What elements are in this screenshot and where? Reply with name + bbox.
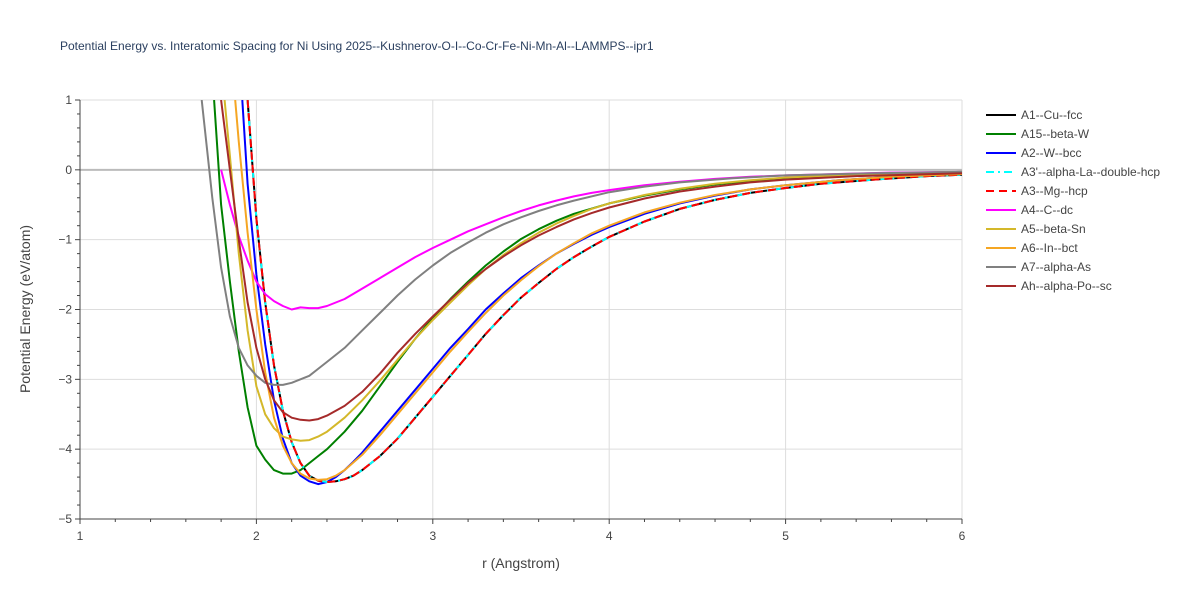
legend-item[interactable]: A7--alpha-As [986, 260, 1091, 274]
legend-item[interactable]: A4--C--dc [986, 203, 1073, 217]
x-axis-title: r (Angstrom) [482, 555, 560, 571]
legend-label: A15--beta-W [1021, 127, 1090, 141]
series-line-6[interactable] [223, 100, 962, 442]
x-tick-label: 5 [782, 529, 789, 543]
legend-label: A2--W--bcc [1021, 146, 1081, 160]
legend-item[interactable]: A3'--alpha-La--double-hcp [986, 165, 1160, 179]
legend-item[interactable]: A15--beta-W [986, 127, 1090, 141]
legend-item[interactable]: A3--Mg--hcp [986, 184, 1088, 198]
legend-label: A6--In--bct [1021, 241, 1078, 255]
legend[interactable]: A1--Cu--fcc A15--beta-W A2--W--bcc A3'--alp… [986, 108, 1160, 293]
series-line-8[interactable] [200, 100, 962, 386]
y-axis-title: Potential Energy (eV/atom) [17, 225, 33, 393]
y-tick-label: −1 [58, 233, 72, 247]
legend-label: A3'--alpha-La--double-hcp [1021, 165, 1160, 179]
legend-label: A4--C--dc [1021, 203, 1073, 217]
x-tick-label: 4 [606, 529, 613, 543]
legend-label: A7--alpha-As [1021, 260, 1091, 274]
y-tick-label: 0 [65, 163, 72, 177]
legend-label: A5--beta-Sn [1021, 222, 1086, 236]
y-tick-label: −4 [58, 442, 72, 456]
y-tick-label: −2 [58, 303, 72, 317]
x-tick-label: 2 [253, 529, 260, 543]
x-tick-label: 6 [959, 529, 966, 543]
chart-title: Potential Energy vs. Interatomic Spacing… [60, 39, 654, 53]
series-line-7[interactable] [234, 100, 962, 481]
legend-item[interactable]: A5--beta-Sn [986, 222, 1086, 236]
legend-label: A3--Mg--hcp [1021, 184, 1088, 198]
series-line-4[interactable] [246, 100, 962, 483]
legend-item[interactable]: A2--W--bcc [986, 146, 1081, 160]
x-tick-label: 1 [77, 529, 84, 543]
series-line-9[interactable] [220, 100, 962, 422]
legend-item[interactable]: Ah--alpha-Po--sc [986, 279, 1112, 293]
y-tick-label: 1 [65, 93, 72, 107]
y-tick-label: −5 [58, 512, 72, 526]
legend-item[interactable]: A1--Cu--fcc [986, 108, 1082, 122]
legend-label: Ah--alpha-Po--sc [1021, 279, 1112, 293]
grid [79, 99, 963, 520]
legend-label: A1--Cu--fcc [1021, 108, 1082, 122]
y-tick-labels: 1 0 −1 −2 −3 −4 −5 [58, 93, 72, 526]
series-line-3[interactable] [246, 100, 962, 483]
series-lines [200, 100, 962, 486]
axes [75, 99, 963, 524]
series-line-1[interactable] [213, 100, 962, 475]
x-tick-labels: 1 2 3 4 5 6 [77, 529, 966, 543]
y-tick-label: −3 [58, 372, 72, 386]
series-line-0[interactable] [246, 100, 962, 483]
legend-item[interactable]: A6--In--bct [986, 241, 1078, 255]
x-tick-label: 3 [429, 529, 436, 543]
